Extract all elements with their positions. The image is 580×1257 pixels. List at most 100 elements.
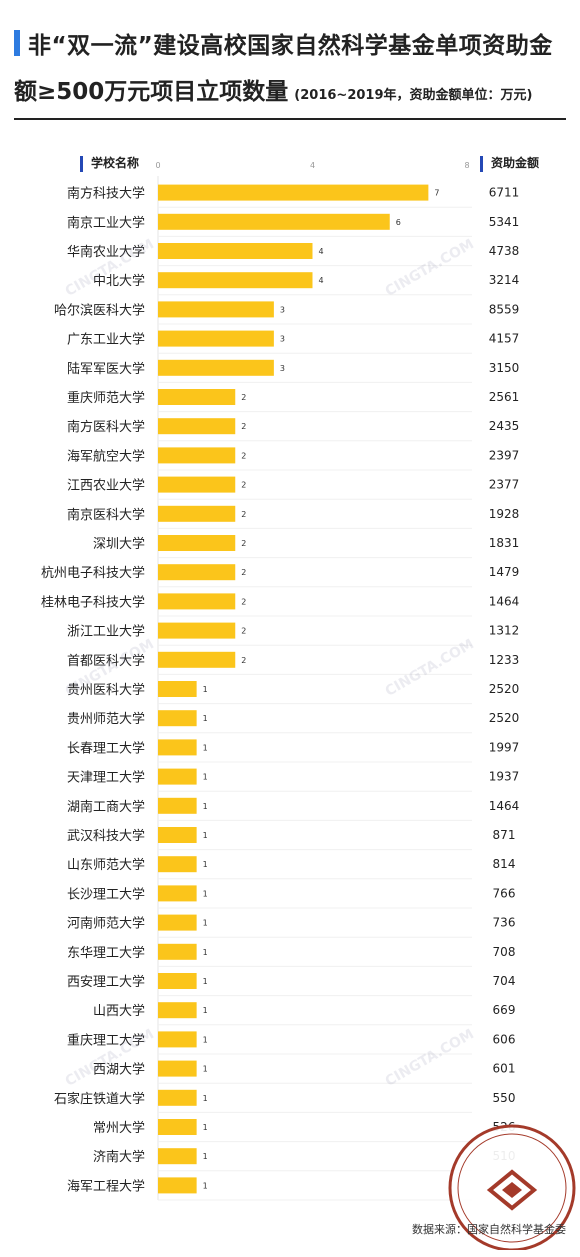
amount-value: 2377 [489,478,520,492]
bar [158,272,313,289]
bar [158,1119,197,1135]
category-label: 长春理工大学 [67,740,145,756]
bar [158,476,236,493]
bar-value-label: 1 [203,977,208,986]
category-label: 西湖大学 [93,1062,145,1078]
bar-value-label: 2 [241,481,246,490]
amount-value: 704 [493,974,516,988]
bar-value-label: 1 [203,889,208,898]
chart-title-line1: 非“双一流”建设高校国家自然科学基金单项资助金 [28,33,553,59]
bar-value-label: 7 [434,189,439,198]
bar-value-label: 2 [241,451,246,460]
amount-value: 2435 [489,419,520,433]
bar [158,914,197,931]
x-tick-label: 8 [464,161,469,170]
bar-value-label: 4 [319,247,324,256]
bar [158,739,197,756]
bar-value-label: 2 [241,539,246,548]
amount-value: 3214 [489,273,520,287]
amount-value: 736 [493,916,516,930]
bar [158,622,236,639]
school-column-header: 学校名称 [91,156,140,170]
bar [158,593,236,610]
bar [158,301,274,318]
bar [158,243,313,259]
bar-value-label: 2 [241,393,246,402]
amount-value: 2561 [489,390,520,404]
category-label: 常州大学 [93,1120,145,1136]
amount-value: 708 [493,945,516,959]
bar-value-label: 1 [203,773,208,782]
seal-stamp [448,1124,576,1250]
title-divider [14,118,566,120]
amount-value: 766 [493,886,516,900]
bar-value-label: 2 [241,656,246,665]
bar [158,1177,197,1194]
amount-value: 5341 [489,215,520,229]
school-header-mark [80,156,83,172]
amount-value: 2520 [489,711,520,725]
bar [158,797,197,814]
bar-value-label: 2 [241,627,246,636]
amount-value: 871 [493,828,516,842]
bar-value-label: 1 [203,714,208,723]
bar-value-label: 4 [319,276,324,285]
bar [158,856,197,873]
bar-value-label: 1 [203,802,208,811]
bar-value-label: 1 [203,831,208,840]
title-accent-bar [14,30,20,56]
bar-value-label: 1 [203,919,208,928]
chart-title-main: 额≥500万元项目立项数量 [14,79,289,105]
category-label: 重庆师范大学 [67,390,145,406]
bar-value-label: 2 [241,510,246,519]
bar [158,943,197,960]
bar-value-label: 2 [241,597,246,606]
category-label: 华南农业大学 [67,244,145,260]
amount-value: 2520 [489,682,520,696]
bar-value-label: 1 [203,1006,208,1015]
amount-value: 601 [493,1062,516,1076]
bar-value-label: 2 [241,568,246,577]
bar [158,827,197,843]
category-label: 山西大学 [93,1003,145,1019]
bar [158,564,236,581]
bar [158,213,390,230]
bar [158,768,197,785]
amount-value: 550 [493,1091,516,1105]
bar-value-label: 1 [203,948,208,957]
bar [158,651,236,668]
category-label: 南方科技大学 [67,186,145,202]
bar [158,535,236,551]
bar [158,973,197,989]
bar-value-label: 6 [396,218,401,227]
category-label: 重庆理工大学 [67,1032,145,1048]
amount-value: 3150 [489,361,520,375]
category-label: 浙江工业大学 [67,624,145,640]
category-label: 湖南工商大学 [67,799,145,815]
bar-value-label: 3 [280,364,285,373]
category-label: 首都医科大学 [67,653,145,669]
category-label: 河南师范大学 [67,916,145,932]
category-label: 西安理工大学 [67,974,145,990]
bar-value-label: 1 [203,1065,208,1074]
category-label: 东华理工大学 [67,945,145,961]
bar-value-label: 3 [280,335,285,344]
bar-value-label: 1 [203,1123,208,1132]
amount-value: 1233 [489,653,520,667]
bar [158,389,236,405]
category-label: 陆军军医大学 [67,361,145,377]
bar [158,1148,197,1165]
category-label: 贵州师范大学 [67,711,145,727]
category-label: 江西农业大学 [67,478,145,494]
amount-value: 1464 [489,799,520,813]
amount-value: 1937 [489,770,520,784]
category-label: 哈尔滨医科大学 [54,302,145,318]
amount-value: 669 [493,1003,516,1017]
bar-value-label: 1 [203,743,208,752]
bar [158,1031,197,1048]
bar-value-label: 1 [203,1181,208,1190]
bar-value-label: 2 [241,422,246,431]
bar-value-label: 3 [280,305,285,314]
category-label: 深圳大学 [93,536,145,552]
category-label: 海军工程大学 [67,1178,145,1194]
